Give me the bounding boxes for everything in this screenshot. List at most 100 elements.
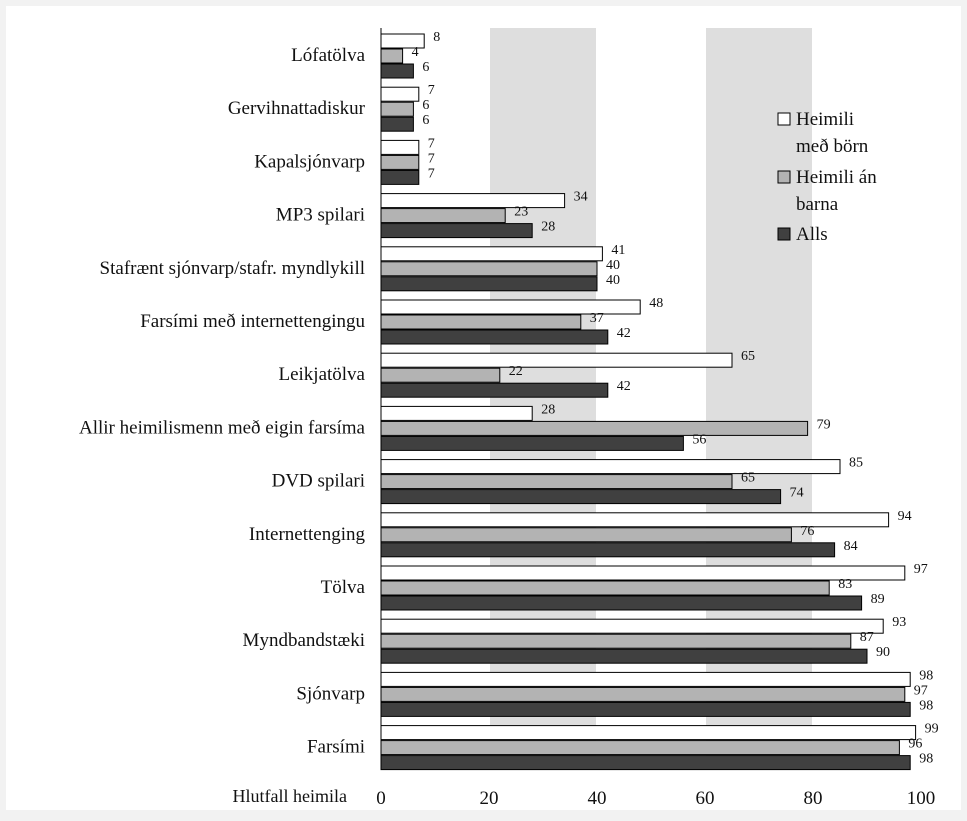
data-label: 79 xyxy=(817,417,831,432)
category-label: DVD spilari xyxy=(272,471,365,492)
bar xyxy=(380,314,582,330)
legend-label: Heimili án xyxy=(796,167,877,188)
data-label: 23 xyxy=(514,205,528,220)
data-label: 94 xyxy=(898,509,912,524)
category-label: Stafrænt sjónvarp/stafr. myndlykill xyxy=(100,258,365,279)
data-label: 7 xyxy=(428,166,435,181)
bar xyxy=(380,382,609,398)
data-label: 85 xyxy=(849,456,863,471)
bar xyxy=(380,154,420,170)
category-label: Kapalsjónvarp xyxy=(254,151,365,172)
data-label: 76 xyxy=(800,524,814,539)
bar xyxy=(380,193,566,209)
x-tick-label: 100 xyxy=(907,788,936,809)
data-label: 6 xyxy=(422,98,429,113)
bar xyxy=(380,246,603,262)
bar xyxy=(380,329,609,345)
bar xyxy=(380,352,733,368)
legend-label: barna xyxy=(796,194,839,215)
data-label: 7 xyxy=(428,83,435,98)
legend-label: Heimili xyxy=(796,109,854,130)
data-label: 34 xyxy=(574,190,588,205)
bar xyxy=(380,367,501,383)
data-label: 96 xyxy=(908,737,922,752)
x-tick-label: 80 xyxy=(804,788,823,809)
bar xyxy=(380,276,598,292)
legend-swatch xyxy=(777,227,791,241)
x-tick-label: 20 xyxy=(480,788,499,809)
data-label: 65 xyxy=(741,471,755,486)
data-label: 28 xyxy=(541,402,555,417)
data-label: 37 xyxy=(590,311,604,326)
bar xyxy=(380,139,420,155)
bar xyxy=(380,208,506,224)
bar xyxy=(380,116,414,132)
data-label: 7 xyxy=(428,151,435,166)
bar xyxy=(380,740,900,756)
data-label: 22 xyxy=(509,364,523,379)
data-label: 40 xyxy=(606,258,620,273)
data-label: 56 xyxy=(692,432,706,447)
category-label: MP3 spilari xyxy=(276,205,365,226)
data-label: 7 xyxy=(428,136,435,151)
category-label: Leikjatölva xyxy=(278,364,365,385)
data-label: 83 xyxy=(838,577,852,592)
bar xyxy=(380,48,404,64)
data-label: 28 xyxy=(541,220,555,235)
data-label: 98 xyxy=(919,668,933,683)
data-label: 90 xyxy=(876,645,890,660)
data-label: 40 xyxy=(606,273,620,288)
data-label: 97 xyxy=(914,683,928,698)
category-label: Allir heimilismenn með eigin farsíma xyxy=(79,417,366,438)
legend-swatch xyxy=(777,112,791,126)
bar xyxy=(380,420,809,436)
bar xyxy=(380,648,868,664)
bar xyxy=(380,565,906,581)
bar xyxy=(380,459,841,475)
bar xyxy=(380,542,836,558)
bar xyxy=(380,223,533,239)
data-label: 42 xyxy=(617,326,631,341)
data-label: 41 xyxy=(611,243,625,258)
data-label: 48 xyxy=(649,296,663,311)
category-label: Lófatölva xyxy=(291,45,365,66)
bar xyxy=(380,725,917,741)
data-label: 74 xyxy=(790,486,804,501)
data-label: 42 xyxy=(617,379,631,394)
data-label: 65 xyxy=(741,349,755,364)
bar xyxy=(380,580,830,596)
data-label: 89 xyxy=(871,592,885,607)
bar xyxy=(380,169,420,185)
bar xyxy=(380,527,792,543)
category-label: Tölva xyxy=(321,577,366,598)
bar xyxy=(380,701,911,717)
bar xyxy=(380,86,420,102)
bar xyxy=(380,755,911,771)
bar xyxy=(380,686,906,702)
data-label: 98 xyxy=(919,752,933,767)
data-label: 98 xyxy=(919,698,933,713)
bar xyxy=(380,595,863,611)
bar xyxy=(380,633,852,649)
x-tick-label: 60 xyxy=(696,788,715,809)
category-label: Myndbandstæki xyxy=(243,630,365,651)
bar xyxy=(380,101,414,117)
bar xyxy=(380,618,884,634)
category-label: Sjónvarp xyxy=(296,683,365,704)
category-label: Internettenging xyxy=(249,524,366,545)
data-label: 99 xyxy=(925,722,939,737)
category-label: Farsími með internettengingu xyxy=(140,311,365,332)
data-label: 87 xyxy=(860,630,874,645)
bar xyxy=(380,435,684,451)
category-label: Farsími xyxy=(307,737,365,758)
data-label: 84 xyxy=(844,539,858,554)
x-tick-label: 0 xyxy=(376,788,386,809)
legend-swatch xyxy=(777,170,791,184)
data-label: 8 xyxy=(433,30,440,45)
data-label: 97 xyxy=(914,562,928,577)
bar xyxy=(380,474,733,490)
bar xyxy=(380,63,414,79)
category-label: Gervihnattadiskur xyxy=(228,98,366,119)
